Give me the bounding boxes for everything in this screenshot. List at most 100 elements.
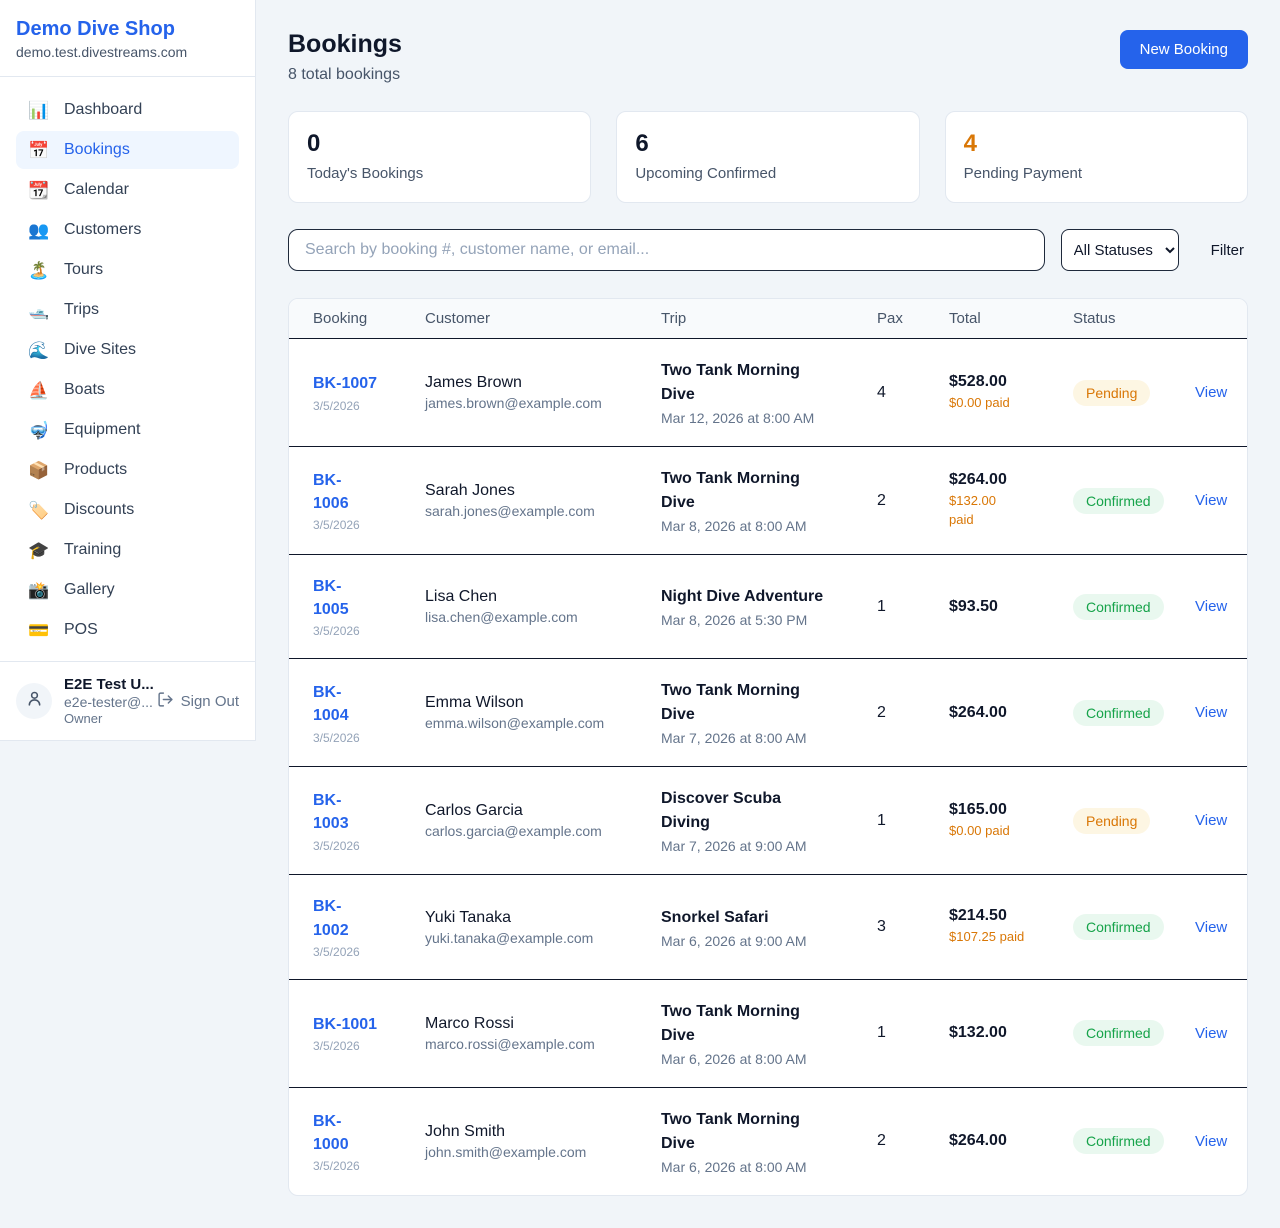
sidebar-item-dashboard[interactable]: 📊 Dashboard [16,91,239,129]
customer-name: Sarah Jones [425,482,515,499]
customers-icon: 👥 [28,220,50,240]
customer-name: John Smith [425,1122,506,1140]
user-panel: E2E Test U... e2e-tester@... Owner Sign … [0,661,255,740]
sidebar-item-pos[interactable]: 💳 POS [16,611,239,649]
sidebar-item-label: POS [64,621,98,638]
stats-row: 0 Today's Bookings 6 Upcoming Confirmed … [288,111,1248,203]
booking-link[interactable]: BK- 1000 [313,1112,349,1153]
trip-name: Two Tank Morning Dive [661,1110,800,1152]
page-subtitle: 8 total bookings [288,66,401,83]
sidebar-item-boats[interactable]: ⛵ Boats [16,371,239,409]
sidebar-item-dive-sites[interactable]: 🌊 Dive Sites [16,331,239,369]
trip-datetime: Mar 7, 2026 at 8:00 AM [661,730,807,747]
sidebar-item-tours[interactable]: 🏝️ Tours [16,251,239,289]
sign-out-button[interactable]: Sign Out [157,691,239,712]
col-header-booking: Booking [313,310,368,327]
customer-name: James Brown [425,374,522,391]
brand-domain: demo.test.divestreams.com [16,44,188,60]
gallery-camera-icon: 📸 [28,580,50,600]
view-link[interactable]: View [1195,812,1228,830]
table-row: BK- 1006 3/5/2026 Sarah Jones sarah.jone… [289,446,1247,554]
page-title-block: Bookings 8 total bookings [288,30,402,84]
booking-link[interactable]: BK-1007 [313,375,378,393]
booking-date: 3/5/2026 [313,730,360,745]
booking-link[interactable]: BK- 1006 [313,471,349,512]
stat-card: 4 Pending Payment [944,111,1248,203]
sidebar-item-training[interactable]: 🎓 Training [16,531,239,569]
view-link[interactable]: View [1195,704,1228,722]
trip-datetime: Mar 6, 2026 at 8:00 AM [661,1050,807,1067]
brand-block: Demo Dive Shop demo.test.divestreams.com [0,0,255,77]
avatar [16,683,52,719]
view-link[interactable]: View [1195,1024,1228,1042]
pax-count: 1 [877,1024,886,1042]
booking-link[interactable]: BK- 1002 [313,898,349,939]
sign-out-icon [157,691,174,712]
pax-count: 1 [877,811,886,829]
training-cap-icon: 🎓 [28,540,50,560]
col-header-trip: Trip [661,310,687,327]
sidebar-item-bookings[interactable]: 📅 Bookings [16,131,239,169]
stat-card: 0 Today's Bookings [288,111,592,203]
table-row: BK- 1003 3/5/2026 Carlos Garcia carlos.g… [289,766,1247,874]
new-booking-button[interactable]: New Booking [1119,30,1248,69]
table-body: BK-1007 3/5/2026 James Brown james.brown… [289,338,1247,1195]
tours-island-icon: 🏝️ [28,260,50,280]
search-input[interactable] [288,229,1045,271]
sidebar-item-label: Training [64,541,122,558]
customer-email: john.smith@example.com [425,1143,587,1160]
view-link[interactable]: View [1195,492,1228,509]
col-header-total: Total [949,310,981,327]
sidebar-item-customers[interactable]: 👥 Customers [16,211,239,249]
booking-link[interactable]: BK- 1003 [313,792,349,833]
view-link[interactable]: View [1195,598,1228,616]
sidebar-item-trips[interactable]: 🛥️ Trips [16,291,239,329]
trip-datetime: Mar 6, 2026 at 9:00 AM [661,932,807,949]
filter-button[interactable]: Filter [1207,236,1248,265]
trip-datetime: Mar 6, 2026 at 8:00 AM [661,1158,807,1175]
table-row: BK-1007 3/5/2026 James Brown james.brown… [289,338,1247,446]
sidebar-item-products[interactable]: 📦 Products [16,451,239,489]
sidebar-item-label: Discounts [64,501,135,518]
trip-name: Two Tank Morning Dive [661,1002,800,1044]
sidebar-item-discounts[interactable]: 🏷️ Discounts [16,491,239,529]
paid-amount: $107.25 paid [949,929,1025,945]
sidebar-nav: 📊 Dashboard 📅 Bookings 📆 Calendar 👥 Cust… [0,77,255,661]
status-badge: Confirmed [1073,593,1164,620]
pax-count: 2 [877,1132,886,1150]
trip-datetime: Mar 8, 2026 at 8:00 AM [661,518,807,534]
customer-email: emma.wilson@example.com [425,715,605,732]
pax-count: 4 [877,383,886,401]
sidebar-item-gallery[interactable]: 📸 Gallery [16,571,239,609]
status-select[interactable]: All Statuses [1060,229,1179,271]
view-link[interactable]: View [1195,918,1228,936]
sidebar-item-label: Dive Sites [64,341,137,358]
stat-label: Pending Payment [963,165,1083,182]
sidebar-item-equipment[interactable]: 🤿 Equipment [16,411,239,449]
page-title: Bookings [288,30,402,58]
trip-name: Snorkel Safari [661,908,769,926]
brand-name: Demo Dive Shop [16,18,175,40]
sidebar-item-label: Trips [64,301,99,318]
status-badge: Confirmed [1073,914,1164,941]
booking-date: 3/5/2026 [313,1039,360,1054]
sidebar-item-calendar[interactable]: 📆 Calendar [16,171,239,209]
booking-date: 3/5/2026 [313,624,360,639]
col-header-customer: Customer [425,310,491,327]
booking-date: 3/5/2026 [313,944,360,959]
status-badge: Confirmed [1073,699,1164,726]
booking-link[interactable]: BK-1001 [313,1016,378,1034]
status-badge: Confirmed [1073,1128,1164,1155]
stat-value: 0 [307,130,321,157]
total-amount: $214.50 [949,907,1007,925]
customer-name: Carlos Garcia [425,802,523,820]
booking-link[interactable]: BK- 1004 [313,684,349,725]
view-link[interactable]: View [1195,384,1228,401]
dashboard-icon: 📊 [28,100,50,120]
pax-count: 3 [877,918,886,936]
view-link[interactable]: View [1195,1132,1228,1150]
total-amount: $264.00 [949,1132,1007,1150]
customer-email: carlos.garcia@example.com [425,823,602,840]
booking-link[interactable]: BK- 1005 [313,578,349,619]
